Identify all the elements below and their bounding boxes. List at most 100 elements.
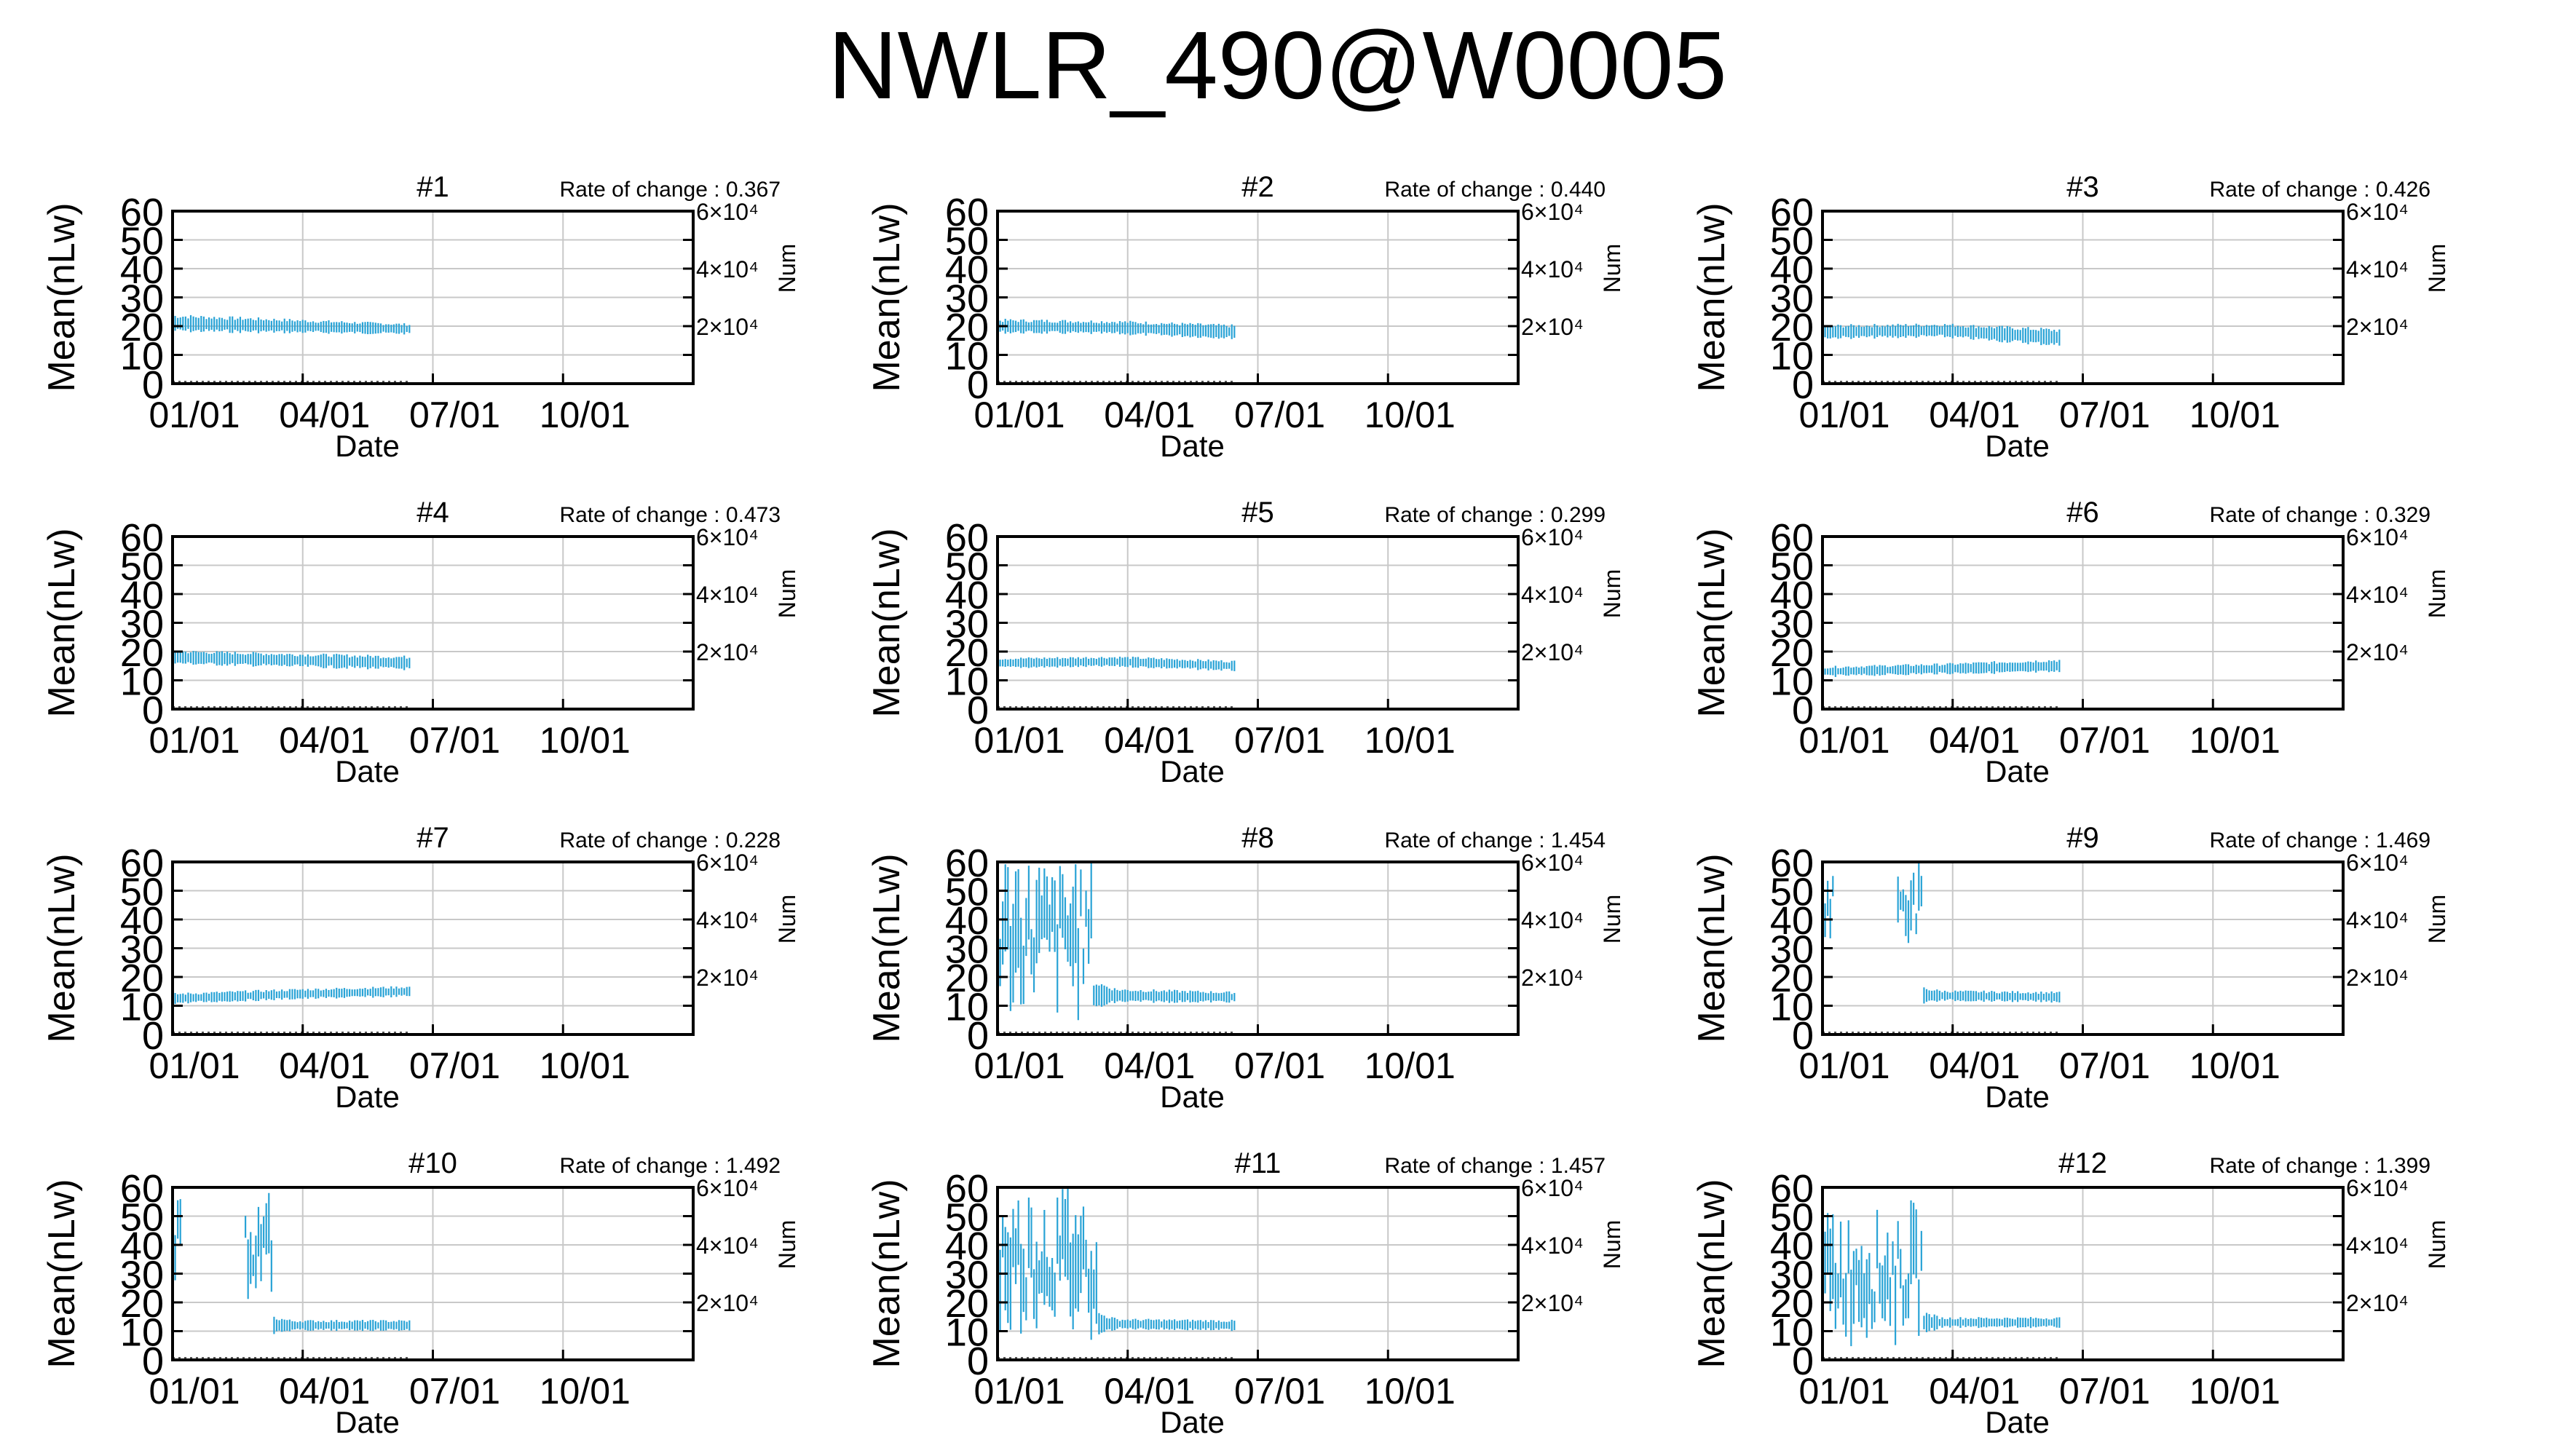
y-tick-label: 10 xyxy=(120,660,164,704)
x-tick-label: 10/01 xyxy=(2189,720,2280,761)
chart-title: #3 xyxy=(2066,171,2099,203)
x-tick-label: 07/01 xyxy=(409,1045,500,1086)
y-tick-label: 20 xyxy=(945,306,989,349)
x-tick-label: 07/01 xyxy=(1234,720,1325,761)
y2-axis-label: Num xyxy=(2424,244,2450,293)
y-axis-label: Mean(nLw) xyxy=(1691,853,1733,1042)
y-tick-label: 40 xyxy=(945,1224,989,1268)
y-tick-label: 30 xyxy=(120,1254,164,1297)
chart-title: #9 xyxy=(2066,822,2099,854)
y2-tick-label: 6×10⁴ xyxy=(696,1175,759,1201)
y-tick-label: 40 xyxy=(120,248,164,292)
x-axis-label: Date xyxy=(335,429,400,463)
y-tick-label: 0 xyxy=(967,363,989,407)
y-tick-label: 0 xyxy=(1792,363,1814,407)
x-tick-label: 01/01 xyxy=(1798,395,1889,435)
y-tick-label: 60 xyxy=(120,1167,164,1211)
rate-of-change-label: Rate of change : 0.440 xyxy=(1384,178,1606,202)
chart-title: #4 xyxy=(416,496,449,529)
data-series xyxy=(171,649,411,670)
y-tick-label: 60 xyxy=(945,1167,989,1211)
y2-tick-label: 6×10⁴ xyxy=(1521,199,1584,225)
x-axis-label: Date xyxy=(1985,429,2050,463)
x-tick-label: 04/01 xyxy=(1104,1045,1195,1086)
y-tick-label: 40 xyxy=(1770,574,1814,617)
y-tick-label: 40 xyxy=(120,1224,164,1268)
x-tick-label: 04/01 xyxy=(1104,395,1195,435)
x-tick-label: 10/01 xyxy=(540,1371,631,1412)
y-axis-label: Mean(nLw) xyxy=(866,853,908,1042)
rate-of-change-label: Rate of change : 1.492 xyxy=(559,1154,781,1178)
x-axis-label: Date xyxy=(1985,1080,2050,1114)
y-tick-label: 50 xyxy=(1770,871,1814,914)
y-tick-label: 50 xyxy=(120,1196,164,1240)
x-tick-label: 04/01 xyxy=(279,1045,370,1086)
x-tick-label: 01/01 xyxy=(149,1045,240,1086)
y-axis-label: Mean(nLw) xyxy=(41,202,83,392)
y-tick-label: 60 xyxy=(1770,191,1814,234)
x-tick-label: 07/01 xyxy=(2059,720,2150,761)
y2-tick-label: 4×10⁴ xyxy=(1521,907,1584,933)
y2-axis-label: Num xyxy=(1599,569,1625,619)
y-tick-label: 0 xyxy=(967,1340,989,1383)
x-tick-label: 01/01 xyxy=(1798,720,1889,761)
y-tick-label: 60 xyxy=(1770,842,1814,885)
y-tick-label: 20 xyxy=(945,631,989,675)
y-tick-label: 40 xyxy=(120,899,164,943)
y2-tick-label: 4×10⁴ xyxy=(696,256,759,282)
y-tick-label: 10 xyxy=(120,986,164,1029)
y-tick-label: 50 xyxy=(120,871,164,914)
y-tick-label: 10 xyxy=(1770,335,1814,379)
x-tick-label: 04/01 xyxy=(1929,720,2020,761)
chart-title: #11 xyxy=(1235,1147,1282,1179)
y-tick-label: 30 xyxy=(120,603,164,646)
x-tick-label: 07/01 xyxy=(1234,1045,1325,1086)
x-tick-label: 10/01 xyxy=(540,1045,631,1086)
x-tick-label: 04/01 xyxy=(279,720,370,761)
y2-tick-label: 2×10⁴ xyxy=(2346,314,2409,340)
chart-title: #10 xyxy=(408,1147,457,1179)
rate-of-change-label: Rate of change : 0.367 xyxy=(559,178,781,202)
rate-of-change-label: Rate of change : 0.473 xyxy=(559,503,781,527)
chart-title: #8 xyxy=(1241,822,1274,854)
y2-tick-label: 2×10⁴ xyxy=(1521,639,1584,665)
chart-title: #6 xyxy=(2066,496,2099,529)
y-tick-label: 0 xyxy=(142,689,164,732)
y2-axis-label: Num xyxy=(1599,895,1625,944)
page-title: NWLR_490@W0005 xyxy=(828,12,1727,119)
y2-tick-label: 2×10⁴ xyxy=(1521,314,1584,340)
x-tick-label: 07/01 xyxy=(409,1371,500,1412)
y-tick-label: 20 xyxy=(120,306,164,349)
y-tick-label: 40 xyxy=(1770,248,1814,292)
y2-tick-label: 4×10⁴ xyxy=(2346,907,2409,933)
y-tick-label: 40 xyxy=(945,248,989,292)
rate-of-change-label: Rate of change : 0.426 xyxy=(2209,178,2430,202)
y-tick-label: 20 xyxy=(120,957,164,1000)
x-tick-label: 07/01 xyxy=(409,720,500,761)
y-tick-label: 0 xyxy=(967,689,989,732)
rate-of-change-label: Rate of change : 1.454 xyxy=(1384,828,1606,852)
y-tick-label: 30 xyxy=(945,928,989,972)
y2-tick-label: 2×10⁴ xyxy=(696,1290,759,1316)
x-tick-label: 01/01 xyxy=(1798,1045,1889,1086)
y-tick-label: 60 xyxy=(945,516,989,560)
x-tick-label: 04/01 xyxy=(279,395,370,435)
x-tick-label: 10/01 xyxy=(2189,1045,2280,1086)
y-tick-label: 40 xyxy=(945,574,989,617)
y-tick-label: 20 xyxy=(1770,1282,1814,1326)
y-tick-label: 30 xyxy=(945,277,989,321)
x-axis-label: Date xyxy=(1160,1080,1225,1114)
y-tick-label: 30 xyxy=(945,603,989,646)
y2-axis-label: Num xyxy=(2424,569,2450,619)
rate-of-change-label: Rate of change : 0.228 xyxy=(559,828,781,852)
y2-tick-label: 4×10⁴ xyxy=(2346,1233,2409,1259)
y-tick-label: 10 xyxy=(120,335,164,379)
y-tick-label: 10 xyxy=(1770,986,1814,1029)
y2-axis-label: Num xyxy=(774,244,800,293)
x-tick-label: 01/01 xyxy=(974,720,1065,761)
